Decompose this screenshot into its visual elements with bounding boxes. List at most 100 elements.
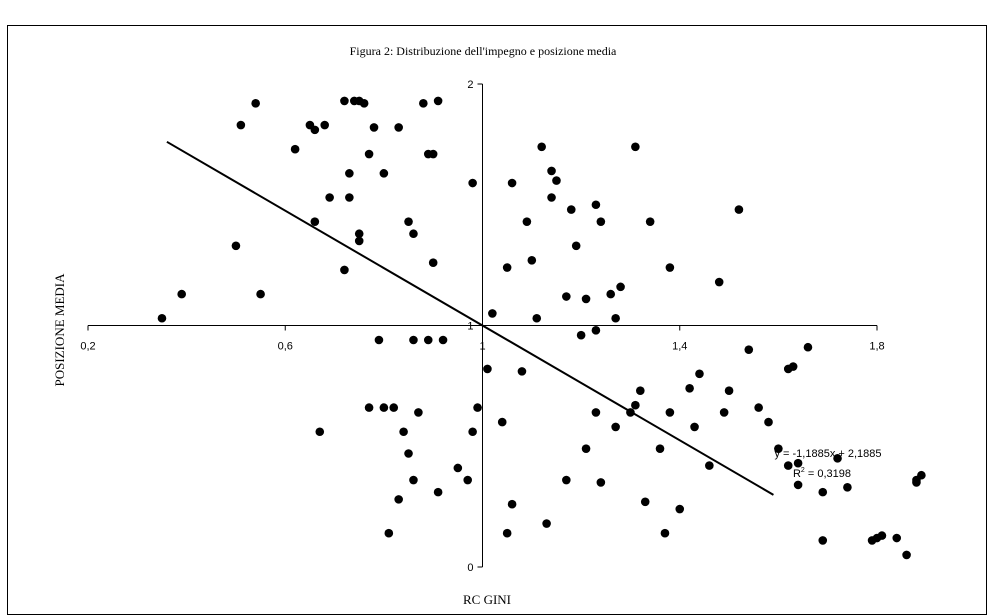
data-point <box>522 217 532 226</box>
data-point <box>695 369 704 379</box>
data-point <box>562 475 571 485</box>
data-point <box>591 200 601 210</box>
data-point <box>507 178 517 188</box>
data-point <box>502 263 512 272</box>
data-point <box>917 470 926 480</box>
data-point <box>369 123 379 132</box>
y-axis-label: POSIZIONE MEDIA <box>52 273 67 387</box>
data-point <box>591 408 601 417</box>
y-tick-label: 1 <box>467 321 473 333</box>
data-point <box>453 463 463 473</box>
data-point <box>157 313 167 323</box>
data-point <box>581 294 591 304</box>
data-point <box>340 265 349 275</box>
data-point <box>665 408 675 417</box>
data-point <box>655 444 665 453</box>
data-point <box>379 169 389 178</box>
data-point <box>409 335 418 345</box>
data-point <box>636 386 645 396</box>
data-point <box>596 217 606 226</box>
data-point <box>399 427 408 437</box>
data-point <box>468 427 477 437</box>
data-point <box>364 149 374 159</box>
data-point <box>463 475 473 485</box>
data-point <box>803 342 813 352</box>
data-point <box>596 478 606 487</box>
data-point <box>660 528 670 538</box>
tick-labels: 0,2 0,6 1 1,4 1,8 0 1 2 <box>80 79 884 574</box>
data-point <box>379 403 389 412</box>
data-point <box>665 263 675 272</box>
data-point <box>547 166 556 176</box>
chart-title: Figura 2: Distribuzione dell'impegno e p… <box>350 44 617 58</box>
data-point <box>788 362 798 371</box>
data-point <box>576 330 586 340</box>
data-point <box>325 193 334 202</box>
data-point <box>483 364 492 374</box>
data-point <box>581 444 591 453</box>
data-point <box>428 258 438 268</box>
data-point <box>611 422 620 432</box>
data-point <box>705 461 714 470</box>
data-point <box>690 422 699 432</box>
data-point <box>236 120 246 130</box>
data-point <box>547 193 556 202</box>
data-point <box>394 495 403 504</box>
data-point <box>552 176 561 185</box>
x-tick-label: 0,2 <box>80 341 95 353</box>
x-tick-label: 1,8 <box>869 341 884 353</box>
data-point <box>571 241 581 251</box>
data-point <box>340 96 349 106</box>
data-point <box>177 289 186 299</box>
data-point <box>473 403 482 412</box>
data-point <box>685 383 694 393</box>
data-point <box>404 217 413 226</box>
data-point <box>359 99 369 108</box>
data-point <box>310 125 320 135</box>
data-point <box>310 217 320 226</box>
data-point <box>315 427 325 437</box>
data-point <box>818 487 828 497</box>
r2-value: = 0,3198 <box>805 468 851 480</box>
data-point <box>389 403 399 412</box>
data-point <box>912 478 921 487</box>
x-tick-label: 1,4 <box>672 341 687 353</box>
data-point <box>345 169 354 178</box>
data-point <box>423 335 433 345</box>
data-point <box>433 487 443 497</box>
r2-prefix: R <box>793 468 801 480</box>
data-point <box>714 277 724 287</box>
data-point <box>409 229 418 239</box>
trendline <box>166 140 774 496</box>
data-point <box>793 458 803 468</box>
data-point <box>532 313 542 323</box>
data-point <box>744 345 754 354</box>
data-point <box>527 255 537 265</box>
data-point <box>631 400 640 410</box>
data-point <box>719 408 729 417</box>
data-point <box>774 444 783 453</box>
data-point <box>892 533 902 543</box>
data-point <box>566 205 576 214</box>
data-point <box>251 99 260 108</box>
x-tick-label: 0,6 <box>278 341 293 353</box>
data-point <box>256 289 265 299</box>
r2-superscript: 2 <box>801 467 805 474</box>
data-point <box>877 531 887 540</box>
data-point <box>364 403 374 412</box>
data-point <box>428 149 438 159</box>
x-axis-label: RC GINI <box>463 592 511 607</box>
data-point <box>231 241 241 251</box>
data-point <box>902 550 911 560</box>
trendline-equation: y = -1,1885x + 2,1885 <box>774 448 881 460</box>
data-point <box>616 282 625 292</box>
chart-frame <box>7 25 987 615</box>
data-point <box>345 193 354 202</box>
data-point <box>438 335 448 345</box>
data-point <box>320 120 330 130</box>
data-point <box>537 142 546 152</box>
data-point <box>488 309 497 318</box>
data-point <box>290 144 300 154</box>
data-point <box>497 417 507 427</box>
